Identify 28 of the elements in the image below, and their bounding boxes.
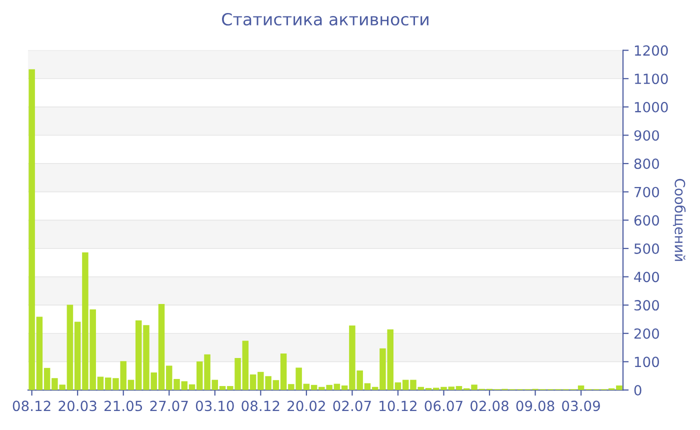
y-tick-label: 500: [634, 243, 660, 254]
x-tick-label: 08.12: [242, 400, 280, 412]
y-axis-title: Сообщений: [672, 178, 686, 261]
chart-title: Статистика активности: [222, 12, 428, 26]
y-tick-label: 700: [634, 186, 660, 198]
y-tick-label: 0: [634, 384, 642, 396]
y-tick-label: 400: [634, 272, 660, 282]
x-tick-label: 27.07: [150, 400, 188, 412]
x-tick-label: 10.12: [380, 400, 416, 412]
x-tick-label: 03.09: [562, 400, 600, 412]
x-tick-label: 09.08: [516, 400, 554, 412]
y-tick-label: 600: [634, 215, 660, 226]
y-tick-label: 100: [634, 356, 660, 368]
x-tick-label: 20.02: [288, 400, 325, 412]
y-tick-label: 200: [634, 328, 660, 339]
x-tick-label: 02.07: [333, 400, 371, 412]
x-tick-label: 21.05: [104, 400, 142, 412]
x-tick-label: 20.03: [58, 400, 96, 412]
x-tick-label: 02.08: [470, 400, 508, 412]
x-tick-label: 06.07: [424, 400, 462, 412]
y-tick-label: 800: [634, 158, 660, 170]
x-tick-label: 03.10: [196, 400, 234, 412]
y-tick-label: 900: [634, 130, 660, 141]
y-tick-label: 1200: [634, 45, 668, 56]
y-tick-label: 1000: [634, 102, 668, 112]
y-tick-label: 300: [634, 300, 660, 311]
x-tick-label: 08.12: [12, 400, 50, 412]
y-tick-label: 1100: [634, 74, 668, 84]
